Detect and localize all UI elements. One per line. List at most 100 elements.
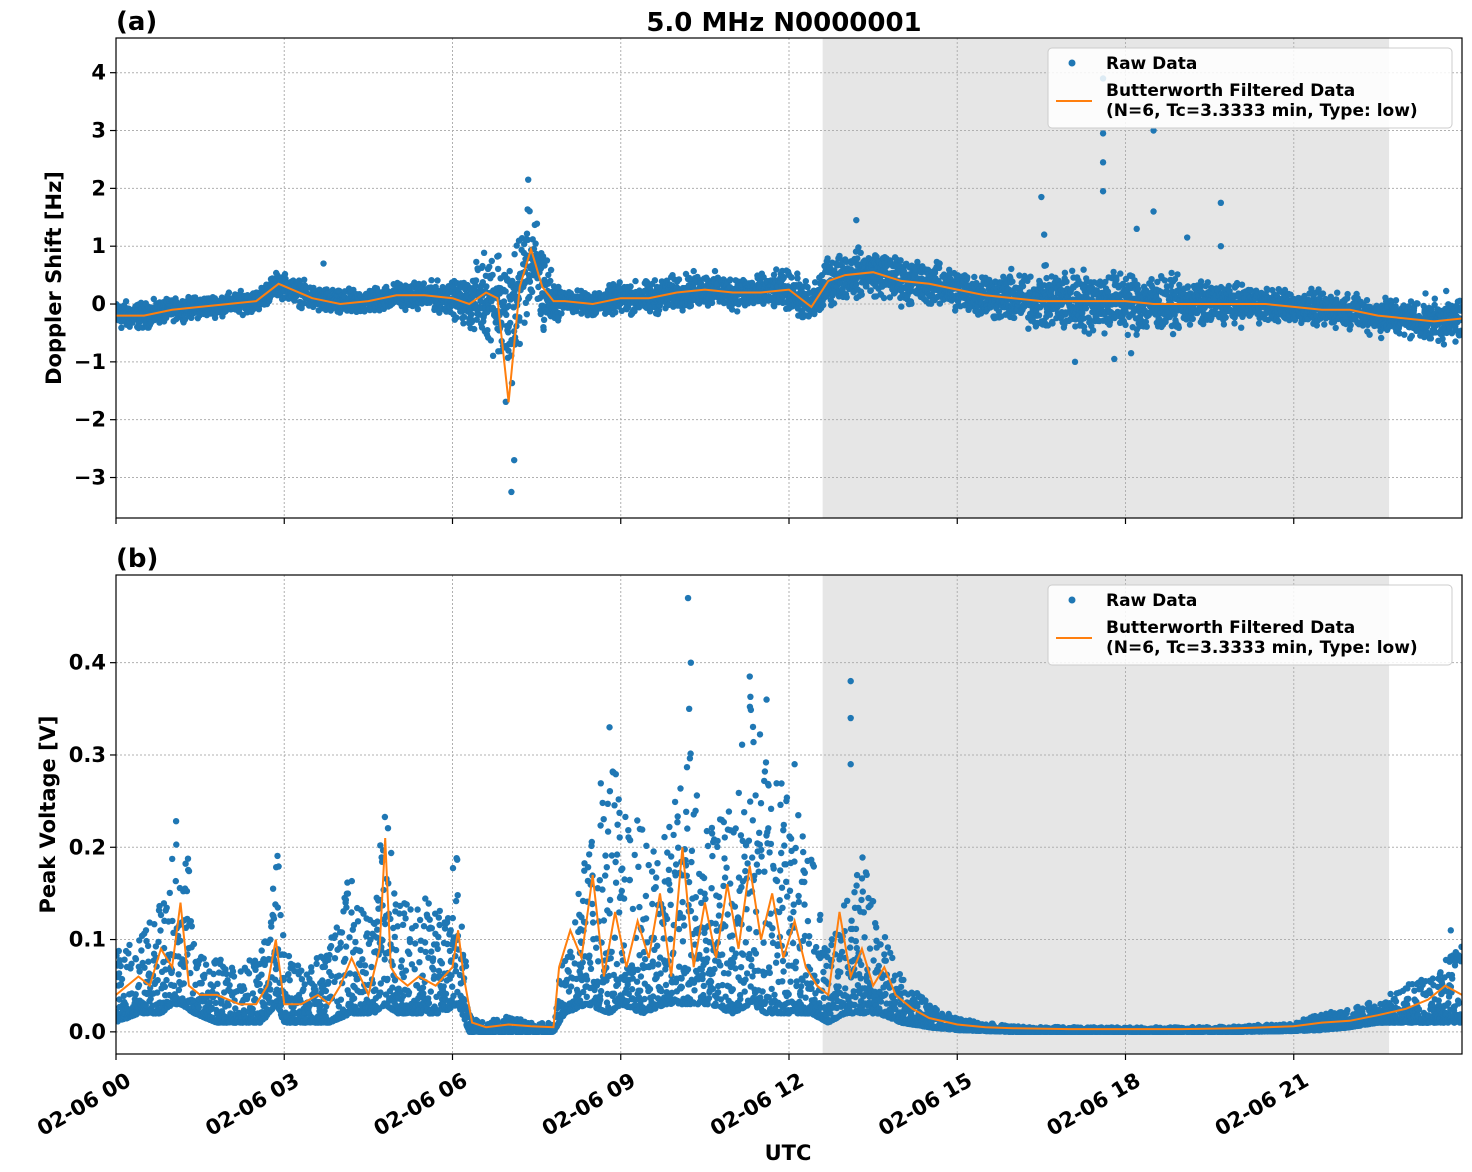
raw-data-point (1171, 311, 1178, 318)
raw-data-point (675, 276, 683, 283)
raw-data-point (521, 240, 528, 248)
raw-data-point (1102, 278, 1109, 286)
raw-data-point (516, 317, 523, 324)
raw-data-point (1200, 320, 1207, 328)
raw-data-point (1148, 276, 1155, 283)
raw-data-point (928, 291, 936, 299)
raw-data-point (436, 309, 443, 316)
raw-data-point (547, 277, 554, 285)
raw-data-point (857, 249, 864, 256)
raw-data-point (794, 275, 801, 282)
raw-data-point (526, 208, 533, 215)
raw-data-point (1122, 321, 1129, 329)
raw-data-point (1124, 331, 1132, 339)
raw-data-point (1347, 322, 1354, 329)
raw-data-point (1231, 320, 1238, 327)
raw-data-point (1080, 266, 1087, 273)
raw-data-point (494, 265, 502, 273)
raw-data-point (473, 258, 480, 266)
raw-data-point (402, 306, 409, 314)
raw-data-point (1122, 309, 1130, 316)
raw-data-point (802, 278, 809, 285)
raw-data-point (539, 253, 547, 260)
raw-data-point (1008, 265, 1015, 273)
raw-data-point (237, 287, 244, 295)
raw-data-point (1366, 331, 1373, 338)
raw-data-point (1221, 286, 1228, 293)
raw-data-point (488, 257, 495, 265)
raw-data-point (773, 266, 780, 273)
raw-data-point (867, 287, 874, 294)
raw-data-point (1392, 297, 1400, 304)
raw-data-point (473, 316, 480, 323)
raw-data-point (489, 304, 497, 312)
raw-data-point (616, 279, 623, 286)
raw-data-point (507, 319, 514, 327)
raw-data-point (434, 277, 441, 284)
raw-data-point (122, 298, 130, 305)
raw-data-point (811, 279, 819, 286)
raw-data-point (880, 294, 888, 302)
raw-data-point (1046, 311, 1054, 318)
raw-data-point (483, 283, 490, 290)
raw-data-point (503, 311, 510, 318)
raw-data-point (995, 308, 1003, 315)
raw-data-point (1255, 320, 1263, 327)
raw-data-point (505, 347, 512, 354)
raw-data-point (495, 252, 502, 259)
raw-data-point (898, 303, 905, 310)
raw-data-point (1225, 282, 1233, 290)
raw-data-point (1344, 290, 1351, 298)
raw-data-point (1025, 325, 1032, 332)
raw-data-point (523, 230, 531, 237)
raw-data-point (470, 292, 477, 300)
raw-data-point (1189, 315, 1197, 323)
raw-data-point (824, 255, 831, 262)
raw-data-point (540, 326, 547, 333)
raw-data-point (794, 270, 801, 277)
raw-data-point (547, 266, 555, 274)
raw-data-point (914, 258, 921, 266)
raw-data-point (908, 300, 915, 307)
raw-data-point (1063, 278, 1070, 285)
raw-data-point (843, 294, 850, 301)
raw-data-point (780, 273, 787, 281)
raw-data-point (1049, 320, 1056, 327)
raw-data-point (428, 277, 435, 284)
raw-data-point (541, 276, 548, 284)
raw-data-point (509, 277, 516, 285)
raw-data-point (1016, 272, 1023, 279)
raw-data-point (1061, 269, 1069, 276)
raw-data-point (479, 279, 486, 286)
raw-data-point (584, 312, 591, 319)
raw-data-point (897, 257, 904, 264)
raw-data-point (632, 277, 639, 285)
raw-data-point (1264, 286, 1271, 294)
raw-data-point (1043, 274, 1050, 282)
raw-data-point (708, 299, 716, 307)
raw-data-point (505, 329, 512, 336)
raw-data-point (525, 272, 533, 279)
raw-data-point (521, 319, 528, 326)
raw-data-point (830, 300, 838, 307)
raw-data-point (1163, 287, 1170, 295)
raw-data-point (516, 340, 523, 348)
raw-data-point (1184, 283, 1192, 290)
raw-data-point (1275, 318, 1282, 325)
raw-data-point (770, 271, 778, 278)
raw-data-point (414, 305, 421, 313)
raw-data-point (1169, 330, 1177, 338)
raw-data-point (300, 300, 308, 307)
raw-data-point (1176, 281, 1183, 289)
raw-data-point (1321, 321, 1328, 328)
raw-data-point (500, 298, 508, 305)
raw-data-point (750, 299, 757, 307)
raw-data-point (489, 271, 496, 279)
raw-data-point (1009, 278, 1016, 285)
raw-data-point (1089, 327, 1097, 334)
raw-data-point (1168, 269, 1175, 277)
raw-data-point (537, 310, 544, 318)
raw-data-point (484, 327, 491, 334)
raw-data-point (1048, 287, 1055, 294)
